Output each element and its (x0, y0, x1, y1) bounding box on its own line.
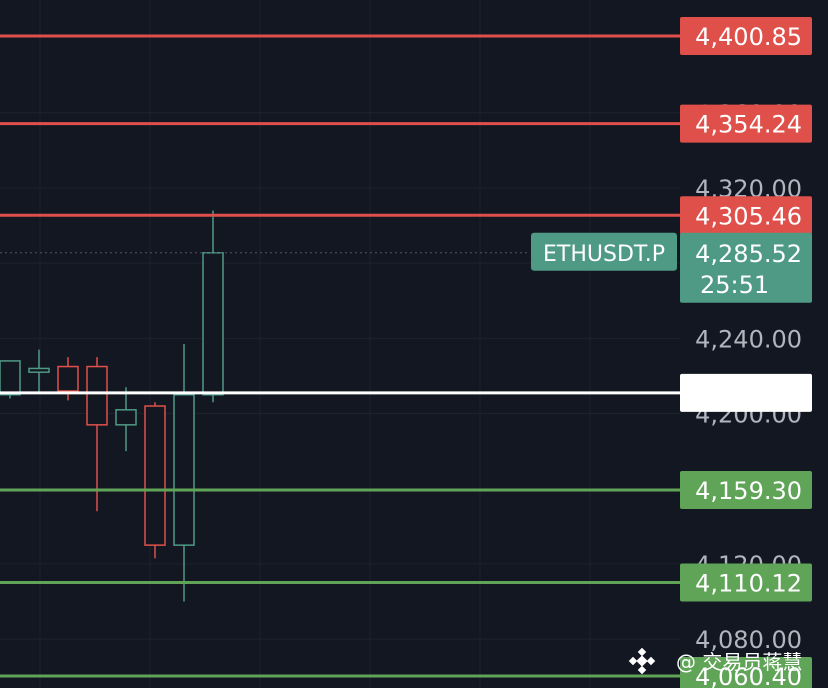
level-label-box (680, 471, 812, 510)
level-support[interactable]: 4,060.40 (0, 656, 812, 688)
level-label-box (680, 373, 812, 412)
candle-body (144, 405, 166, 546)
level-resistance[interactable]: 4,305.46 (0, 196, 812, 235)
candle-body (115, 409, 137, 426)
level-label-box (680, 563, 812, 602)
symbol-tag (531, 232, 677, 271)
candle-body (0, 360, 21, 396)
candle-body (173, 394, 195, 546)
level-support[interactable]: 4,159.30 (0, 471, 812, 510)
last-price-label: 4,285.52 (695, 240, 802, 268)
y-tick-label: 4,240.00 (695, 325, 802, 353)
candle (144, 402, 166, 559)
candle-body (57, 365, 79, 392)
last-price-marker: ETHUSDT.P 4,285.52 25:51 (0, 232, 812, 303)
candles (0, 210, 224, 602)
level-label: 4,210.97 (695, 380, 802, 408)
candle (173, 344, 195, 602)
candle (86, 357, 108, 512)
level-label: 4,110.12 (695, 570, 802, 598)
level-label-box (680, 104, 812, 143)
y-tick-label: 4,080.00 (695, 626, 802, 654)
level-label: 4,400.85 (695, 23, 802, 51)
candle (115, 387, 137, 452)
candle-body (202, 252, 224, 396)
candle-body (28, 367, 50, 373)
level-label: 4,159.30 (695, 477, 802, 505)
level-label: 4,354.24 (695, 111, 802, 139)
horizontal-levels[interactable]: 4,400.85 4,354.24 4,305.46 4,210.97 4,159.30… (0, 16, 812, 688)
level-support[interactable]: 4,110.12 (0, 563, 812, 602)
candle (202, 210, 224, 403)
countdown-label: 25:51 (700, 271, 769, 299)
level-pivot[interactable]: 4,210.97 (0, 373, 812, 412)
watermark-text: @ 交易员蒋慧 (676, 650, 802, 674)
level-label-box (680, 656, 812, 688)
candle-body (86, 365, 108, 426)
last-price-box (680, 232, 812, 303)
level-label-box (680, 16, 812, 55)
candle (28, 349, 50, 393)
symbol-label: ETHUSDT.P (543, 242, 665, 267)
level-label: 4,305.46 (695, 202, 802, 230)
level-label: 4,060.40 (695, 663, 802, 688)
level-resistance[interactable]: 4,400.85 (0, 16, 812, 55)
level-resistance[interactable]: 4,354.24 (0, 104, 812, 143)
level-label-box (680, 196, 812, 235)
